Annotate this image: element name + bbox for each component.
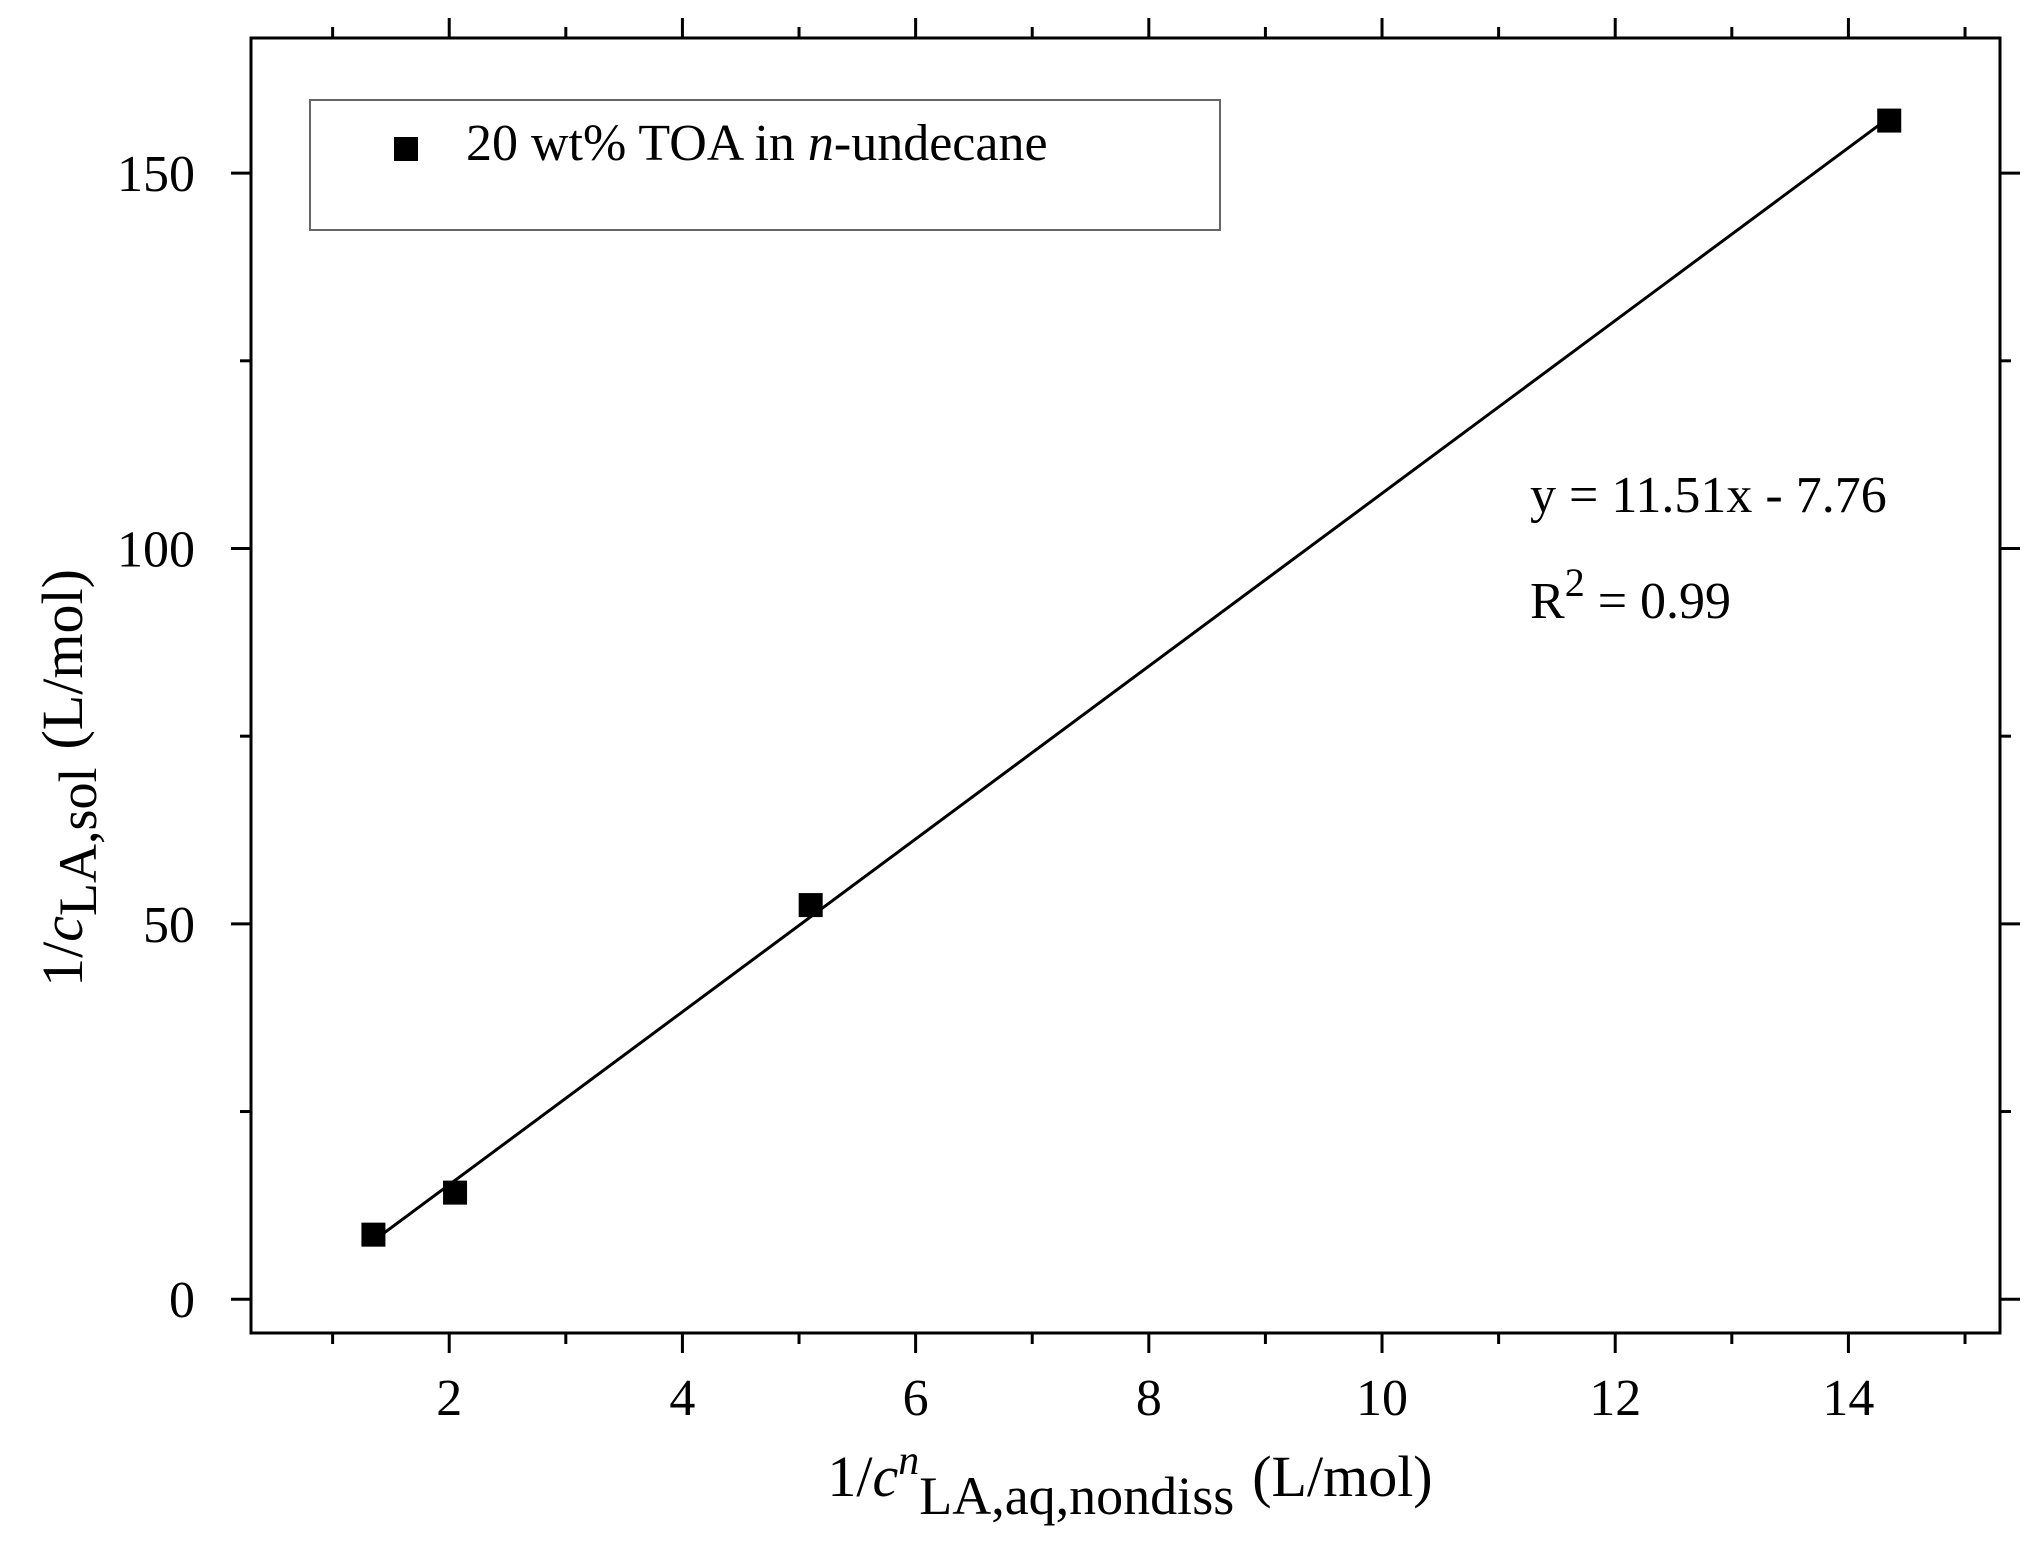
- data-point: [443, 1180, 468, 1205]
- plot-area-border: [249, 36, 2002, 1335]
- fit-equation: y = 11.51x - 7.76: [1530, 467, 1887, 524]
- y-tick-label: 150: [117, 146, 195, 203]
- data-points: [361, 108, 1902, 1247]
- y-tick-label: 0: [169, 1272, 195, 1329]
- fit-annotation: y = 11.51x - 7.76 R2 = 0.99: [1530, 467, 1887, 630]
- x-tick-label: 14: [1822, 1370, 1874, 1427]
- x-axis-title: 1/cnLA,aq,nondiss (L/mol): [827, 1438, 1432, 1526]
- legend-marker: [394, 137, 418, 161]
- x-tick-label: 8: [1136, 1370, 1162, 1427]
- y-tick-label: 100: [117, 521, 195, 578]
- y-axis-title: 1/cLA,sol(L/mol): [30, 569, 108, 987]
- tick-labels: 2 4 6 8 10 12 14 0 50 100 150: [117, 146, 1874, 1427]
- x-tick-label: 4: [669, 1370, 695, 1427]
- fit-line: [372, 116, 1891, 1243]
- x-tick-label: 2: [436, 1370, 462, 1427]
- legend: 20 wt% TOA in n-undecane: [309, 99, 1221, 231]
- x-tick-label: 12: [1589, 1370, 1641, 1427]
- legend-entry-label: 20 wt% TOA in n-undecane: [466, 115, 1048, 172]
- data-point: [361, 1222, 386, 1247]
- fit-r-squared: R2 = 0.99: [1530, 560, 1731, 631]
- x-tick-label: 6: [903, 1370, 929, 1427]
- fit-line-group: [372, 116, 1891, 1243]
- x-tick-label: 10: [1356, 1370, 1408, 1427]
- data-point: [798, 893, 823, 918]
- axis-ticks: [231, 18, 2020, 1353]
- legend-box: [309, 99, 1221, 231]
- data-point: [1877, 108, 1902, 133]
- y-tick-label: 50: [143, 897, 195, 954]
- plot-frame: [249, 36, 2002, 1335]
